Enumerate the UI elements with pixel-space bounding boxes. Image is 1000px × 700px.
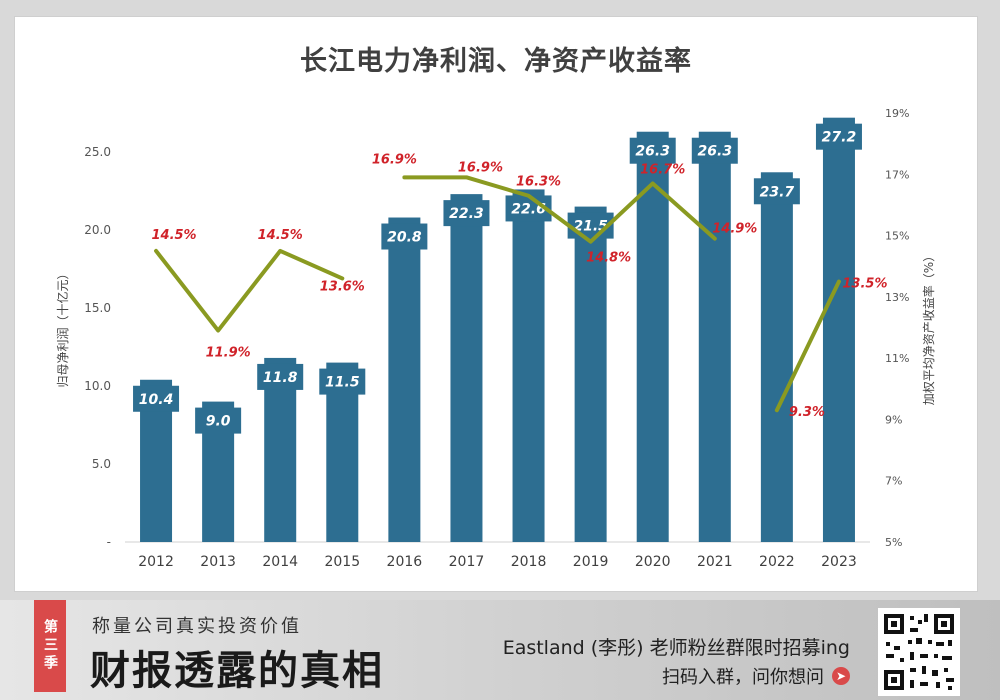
y2-axis-title: 加权平均净资产收益率（%） bbox=[921, 250, 936, 405]
roe-data-label: 11.9% bbox=[206, 346, 251, 361]
roe-data-label: 16.3% bbox=[516, 175, 561, 190]
x-tick-label: 2013 bbox=[200, 554, 236, 570]
bar bbox=[698, 131, 731, 542]
bar bbox=[760, 172, 793, 542]
bar-label-box bbox=[381, 223, 428, 250]
scan-prompt[interactable]: 扫码入群，问你想问 ➤ bbox=[662, 663, 850, 689]
y2-tick-label: 13% bbox=[885, 291, 909, 304]
x-tick-label: 2017 bbox=[449, 554, 485, 570]
bar-label-box bbox=[815, 123, 862, 150]
y-tick-label: 15.0 bbox=[84, 301, 111, 315]
y2-tick-label: 5% bbox=[885, 536, 902, 549]
y2-tick-label: 17% bbox=[885, 168, 909, 181]
roe-data-label: 13.6% bbox=[320, 279, 365, 294]
bar-data-label: 22.6 bbox=[511, 201, 546, 217]
y2-tick-label: 15% bbox=[885, 230, 909, 243]
chart-card: - 5.0 10.0 15.0 20.0 25.0 5% 7% 9% 11% 13% 15% 17% 19… bbox=[14, 16, 978, 592]
roe-line-segment bbox=[154, 248, 345, 333]
bar-data-label: 27.2 bbox=[822, 130, 857, 146]
bar-data-label: 9.0 bbox=[206, 414, 231, 430]
roe-data-label: 9.3% bbox=[789, 405, 825, 420]
footer-brand: 财报透露的真相 bbox=[90, 647, 384, 694]
bar bbox=[574, 206, 607, 542]
x-tick-label: 2019 bbox=[573, 554, 609, 570]
x-tick-label: 2016 bbox=[387, 554, 423, 570]
bar-data-label: 23.7 bbox=[760, 184, 795, 200]
roe-data-label: 14.5% bbox=[258, 228, 303, 243]
x-tick-label: 2015 bbox=[324, 554, 360, 570]
roe-data-label: 14.5% bbox=[151, 228, 196, 243]
bar-data-label: 20.8 bbox=[387, 230, 422, 246]
bar bbox=[512, 189, 545, 542]
roe-data-label: 16.9% bbox=[372, 152, 417, 167]
y-tick-label: - bbox=[107, 535, 111, 549]
y-tick-label: 20.0 bbox=[84, 223, 111, 237]
bar-data-label: 10.4 bbox=[139, 392, 174, 408]
roe-data-label: 16.9% bbox=[458, 160, 503, 175]
bar-label-box bbox=[319, 368, 366, 395]
scan-text: 扫码入群，问你想问 bbox=[662, 667, 824, 688]
x-tick-label: 2018 bbox=[511, 554, 547, 570]
bar-label-box bbox=[195, 407, 242, 434]
chart-canvas: - 5.0 10.0 15.0 20.0 25.0 5% 7% 9% 11% 13% 15% 17% 19… bbox=[55, 107, 936, 570]
x-tick-label: 2020 bbox=[635, 554, 671, 570]
y-tick-label: 10.0 bbox=[84, 379, 111, 393]
bar bbox=[388, 217, 421, 542]
y2-tick-label: 19% bbox=[885, 107, 909, 120]
season-tag: 第三季 bbox=[34, 600, 66, 692]
bar-label-box bbox=[443, 200, 490, 227]
bar-data-label: 26.3 bbox=[635, 144, 670, 160]
y2-tick-label: 9% bbox=[885, 413, 902, 426]
footer-subtitle: 称量公司真实投资价值 bbox=[92, 616, 302, 637]
x-tick-label: 2022 bbox=[759, 554, 795, 570]
y-tick-label: 5.0 bbox=[92, 457, 111, 471]
bar-label-box bbox=[257, 363, 304, 390]
qr-code-icon[interactable] bbox=[878, 608, 960, 696]
x-tick-label: 2014 bbox=[262, 554, 298, 570]
roe-line-segment bbox=[402, 175, 717, 244]
y2-tick-label: 7% bbox=[885, 475, 902, 488]
bar-data-label: 22.3 bbox=[449, 206, 484, 222]
recruit-text: Eastland (李彤) 老师粉丝群限时招募ing bbox=[502, 637, 850, 659]
footer-banner: 第三季 称量公司真实投资价值 财报透露的真相 Eastland (李彤) 老师粉… bbox=[0, 600, 1000, 700]
x-tick-label: 2023 bbox=[821, 554, 857, 570]
bar-data-label: 11.8 bbox=[263, 370, 298, 386]
arrow-right-circle-icon[interactable]: ➤ bbox=[832, 667, 850, 685]
bar-label-box bbox=[753, 178, 800, 205]
bar-data-label: 11.5 bbox=[325, 375, 360, 391]
chart-title: 长江电力净利润、净资产收益率 bbox=[300, 46, 692, 77]
bar-label-box bbox=[629, 137, 676, 164]
roe-data-label: 14.9% bbox=[712, 222, 757, 237]
bar bbox=[450, 194, 483, 542]
roe-line-segment bbox=[774, 279, 841, 413]
roe-data-label: 14.8% bbox=[586, 251, 631, 266]
x-tick-label: 2021 bbox=[697, 554, 733, 570]
roe-data-label: 16.7% bbox=[640, 162, 685, 177]
bar-data-label: 26.3 bbox=[698, 144, 733, 160]
bar-label-box bbox=[133, 385, 180, 412]
bar bbox=[636, 131, 669, 542]
bar-label-box bbox=[691, 137, 738, 164]
bar bbox=[822, 117, 855, 543]
y-tick-label: 25.0 bbox=[84, 145, 111, 159]
bar-data-label: 21.5 bbox=[573, 219, 608, 235]
roe-data-label: 13.5% bbox=[842, 277, 887, 292]
y2-tick-label: 11% bbox=[885, 352, 909, 365]
x-tick-label: 2012 bbox=[138, 554, 174, 570]
y-axis-title: 归母净利润（十亿元） bbox=[55, 267, 70, 387]
